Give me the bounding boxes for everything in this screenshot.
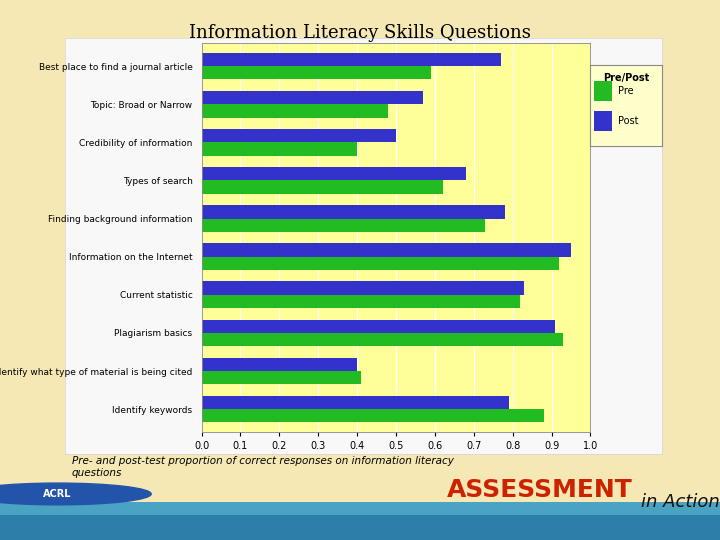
Bar xyxy=(202,295,521,308)
Text: Post: Post xyxy=(618,117,638,126)
Circle shape xyxy=(0,483,151,505)
Bar xyxy=(202,53,501,66)
Bar xyxy=(202,244,571,256)
Bar xyxy=(202,219,485,232)
Text: ACRL: ACRL xyxy=(43,489,72,499)
Text: Pre: Pre xyxy=(618,86,634,96)
Bar xyxy=(594,111,612,131)
Text: ASSESSMENT: ASSESSMENT xyxy=(446,478,632,502)
Bar xyxy=(202,180,443,194)
Bar xyxy=(594,81,612,102)
Bar xyxy=(202,396,509,409)
Bar xyxy=(202,281,524,295)
Bar xyxy=(202,333,563,346)
Bar xyxy=(202,66,431,79)
Bar xyxy=(202,320,555,333)
Bar xyxy=(202,143,357,156)
Bar xyxy=(202,129,396,143)
Bar xyxy=(202,167,466,180)
Text: in Action: in Action xyxy=(641,494,719,511)
Bar xyxy=(202,104,388,118)
Text: Pre- and post-test proportion of correct responses on information literacy
quest: Pre- and post-test proportion of correct… xyxy=(72,456,454,478)
Text: Information Literacy Skills Questions: Information Literacy Skills Questions xyxy=(189,24,531,42)
Bar xyxy=(202,409,544,422)
Text: Pre/Post: Pre/Post xyxy=(603,73,649,83)
Bar xyxy=(202,205,505,219)
Bar xyxy=(0,515,720,540)
Bar xyxy=(0,502,720,540)
Bar xyxy=(202,371,361,384)
Bar xyxy=(202,91,423,104)
Bar xyxy=(202,256,559,270)
Bar xyxy=(202,357,357,371)
